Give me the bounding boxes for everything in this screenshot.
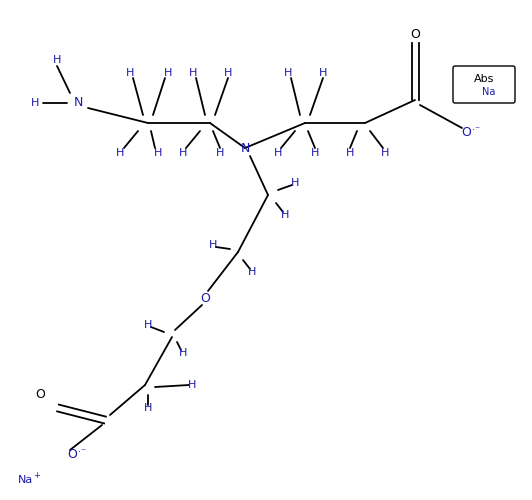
Text: O: O [200, 292, 210, 304]
Text: ·⁻: ·⁻ [472, 125, 480, 135]
Text: +: + [33, 472, 40, 480]
Text: Abs: Abs [474, 74, 494, 84]
Text: H: H [281, 210, 289, 220]
Text: H: H [116, 148, 124, 158]
Text: H: H [209, 240, 217, 250]
Text: O: O [35, 388, 45, 402]
Text: H: H [188, 380, 196, 390]
Text: H: H [274, 148, 282, 158]
Text: Na: Na [18, 475, 33, 485]
Text: H: H [189, 68, 197, 78]
Text: H: H [291, 178, 299, 188]
Text: H: H [284, 68, 292, 78]
Text: H: H [248, 267, 256, 277]
Text: H: H [179, 348, 187, 358]
Text: O: O [461, 126, 471, 140]
Text: ·⁻: ·⁻ [78, 447, 86, 457]
Text: H: H [53, 55, 61, 65]
Text: H: H [319, 68, 327, 78]
Text: H: H [144, 320, 152, 330]
Text: H: H [216, 148, 224, 158]
FancyBboxPatch shape [453, 66, 515, 103]
Text: H: H [144, 403, 152, 413]
Text: H: H [126, 68, 134, 78]
Text: N: N [240, 142, 250, 154]
Text: H: H [311, 148, 319, 158]
Text: H: H [154, 148, 162, 158]
Text: H: H [179, 148, 187, 158]
Text: N: N [73, 96, 82, 110]
Text: O: O [67, 448, 77, 462]
Text: H: H [164, 68, 172, 78]
Text: H: H [224, 68, 232, 78]
Text: H: H [31, 98, 39, 108]
Text: O: O [410, 28, 420, 42]
Text: Na: Na [483, 87, 496, 97]
Text: H: H [346, 148, 354, 158]
Text: H: H [381, 148, 389, 158]
